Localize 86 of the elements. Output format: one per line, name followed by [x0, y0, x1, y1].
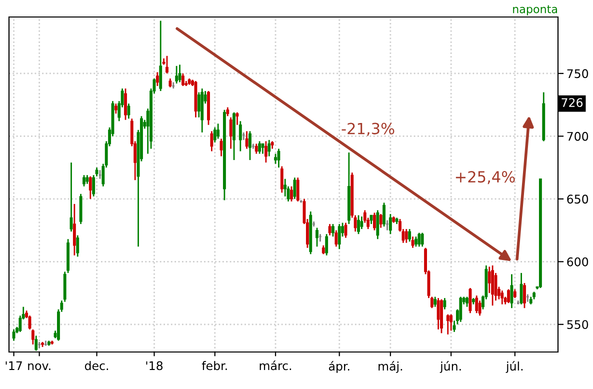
candlestick: [436, 297, 440, 330]
candlestick: [156, 72, 159, 87]
y-tick-label: 550: [567, 320, 588, 330]
candlestick: [414, 236, 418, 248]
x-tick-label: jún.: [440, 361, 461, 373]
candlestick: [478, 300, 482, 316]
x-tick-label: júl.: [506, 361, 523, 373]
candlestick: [34, 334, 38, 352]
candlestick: [418, 232, 421, 248]
candlestick: [296, 176, 300, 202]
candlestick: [268, 139, 271, 157]
candlestick: [76, 234, 80, 258]
candlestick: [404, 228, 408, 244]
candlestick: [466, 296, 468, 308]
candlestick: [216, 122, 220, 140]
x-tick-label: '17: [6, 361, 22, 370]
x-tick-label: máj.: [378, 361, 402, 373]
candlestick: [293, 176, 296, 200]
x-tick-label: márc.: [260, 360, 292, 370]
candlestick: [491, 264, 494, 306]
y-tick-label: 700: [567, 132, 588, 141]
candlestick: [213, 126, 216, 144]
text: naponta: [513, 5, 557, 16]
candlestick: [443, 297, 446, 310]
candlestick: [258, 140, 262, 154]
text: 726: [562, 98, 583, 107]
candlestick: [420, 232, 424, 248]
candlestick: [290, 186, 293, 202]
candlestick: [280, 166, 284, 194]
candlestick: [388, 213, 392, 235]
candlestick: [159, 20, 162, 92]
candlestick: [338, 223, 341, 250]
candlestick: [334, 230, 338, 248]
candlestick: [264, 140, 268, 164]
candlestick: [12, 328, 16, 342]
candlestick: [238, 120, 242, 152]
candlestick: [124, 88, 127, 121]
candlestick: [316, 227, 318, 248]
y-tick-label: 600: [567, 257, 588, 266]
candlestick: [523, 282, 526, 309]
candlestick: [376, 210, 380, 240]
candlestick: [507, 288, 510, 304]
candlestick: [450, 314, 453, 332]
x-tick-label: dec.: [84, 361, 108, 370]
candlestick: [475, 294, 478, 314]
candlestick: [229, 116, 232, 150]
candlestick: [254, 143, 258, 154]
candlestick: [197, 92, 200, 118]
candlestick: [210, 130, 214, 152]
candlestick: [357, 214, 360, 235]
x-tick-label: ápr.: [328, 361, 350, 373]
candlestick: [277, 148, 280, 168]
candlestick: [284, 178, 287, 198]
candlestick: [181, 72, 184, 87]
candlestick: [360, 216, 364, 230]
candlestick: [166, 55, 168, 74]
candlestick: [520, 272, 523, 306]
candlestick: [31, 328, 34, 346]
candlestick: [245, 130, 248, 150]
candlestick: [488, 266, 491, 294]
candlestick: [114, 102, 118, 114]
candlestick: [446, 314, 450, 336]
candlestick: [127, 102, 130, 120]
candlestick: [500, 290, 504, 306]
candlestick: [332, 223, 334, 238]
candlestick: [382, 202, 386, 228]
annotation: +25,4%: [456, 171, 515, 184]
candlestick: [274, 153, 277, 164]
candlestick: [459, 296, 462, 323]
x-tick-label: nov.: [28, 363, 50, 370]
candlestick: [379, 213, 382, 228]
candlestick: [72, 203, 76, 256]
y-tick-label: 650: [567, 194, 588, 204]
candlestick: [373, 212, 376, 231]
x-tick-label: '18: [146, 361, 163, 370]
candlestick: [261, 143, 264, 154]
candlestick: [408, 228, 412, 242]
candlestick: [434, 296, 437, 308]
x-tick-label: febr.: [202, 361, 227, 370]
candlestick: [325, 233, 328, 256]
candlestick: [175, 65, 178, 84]
candlestick: [248, 130, 252, 161]
candlestick: [82, 174, 86, 188]
annotation: -21,3%: [342, 122, 394, 136]
candlestick: [88, 176, 92, 200]
y-tick-label: 750: [567, 69, 588, 78]
